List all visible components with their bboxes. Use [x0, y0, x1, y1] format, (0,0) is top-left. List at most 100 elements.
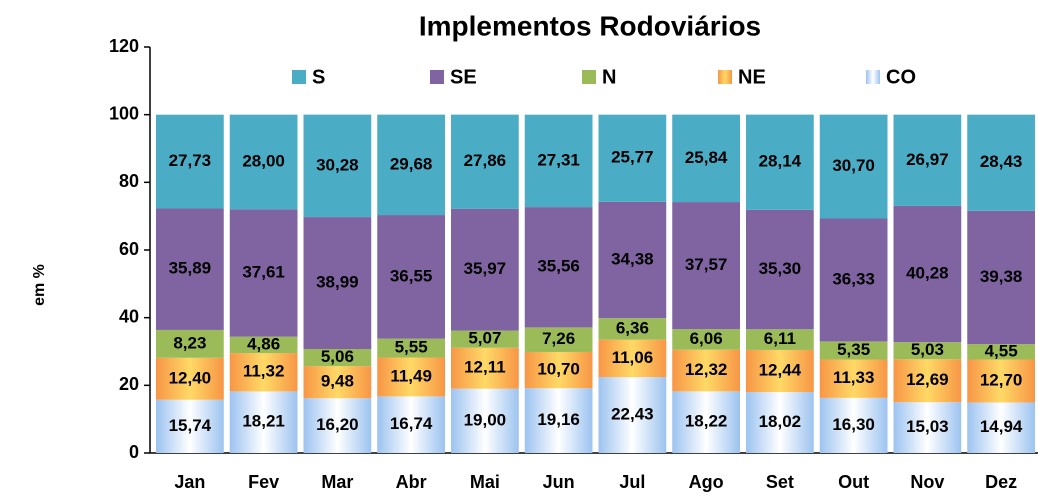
- data-label: 4,86: [247, 334, 280, 353]
- data-label: 5,35: [837, 340, 870, 359]
- bar-segment: [598, 339, 667, 378]
- bar-segment: [893, 205, 962, 343]
- data-label: 35,30: [759, 259, 802, 278]
- data-label: 37,57: [685, 255, 728, 274]
- bar-segment: [598, 318, 667, 340]
- bar-segment: [303, 217, 372, 349]
- data-label: 11,06: [612, 348, 654, 367]
- x-tick-label: Mar: [321, 472, 353, 492]
- bar-segment: [156, 208, 224, 330]
- data-label: 6,11: [764, 329, 796, 348]
- bar-segment: [967, 114, 1035, 211]
- bar-segment: [893, 342, 962, 360]
- x-tick-label: Jan: [174, 472, 205, 492]
- bar-segment: [893, 114, 962, 206]
- y-tick-label: 60: [119, 239, 139, 259]
- legend-swatch: [582, 70, 596, 84]
- bar-segment: [967, 359, 1035, 403]
- bar-segment: [377, 215, 445, 339]
- bar-segment: [746, 209, 814, 330]
- bar-segment: [451, 208, 519, 331]
- data-label: 16,74: [390, 414, 433, 433]
- data-label: 7,26: [542, 329, 575, 348]
- bar-segment: [451, 347, 519, 389]
- data-label: 16,20: [316, 415, 359, 434]
- bar-segment: [377, 338, 445, 358]
- data-label: 40,28: [906, 264, 949, 283]
- bar-segment: [377, 357, 445, 397]
- bar-segment: [598, 114, 667, 202]
- bar-segment: [229, 391, 298, 453]
- data-label: 27,31: [537, 150, 580, 169]
- x-tick-label: Dez: [985, 472, 1017, 492]
- x-tick-label: Ago: [689, 472, 724, 492]
- y-tick-label: 40: [119, 306, 139, 326]
- bar-segment: [303, 114, 372, 218]
- legend-label: NE: [738, 66, 766, 88]
- data-label: 36,55: [390, 266, 433, 285]
- bar-segment: [672, 329, 740, 350]
- legend-label: N: [602, 66, 616, 88]
- bar-segment: [967, 210, 1035, 345]
- data-label: 22,43: [611, 405, 654, 424]
- bar-segment: [303, 366, 372, 399]
- data-label: 15,74: [169, 416, 212, 435]
- data-label: 27,86: [464, 151, 507, 170]
- legend-swatch: [718, 70, 732, 84]
- legend-swatch: [866, 70, 880, 84]
- data-label: 5,07: [468, 329, 501, 348]
- data-label: 30,70: [832, 156, 875, 175]
- bar-segment: [524, 327, 593, 352]
- data-label: 10,70: [537, 360, 580, 379]
- bar-segment: [819, 359, 888, 398]
- data-label: 19,16: [537, 410, 580, 429]
- data-label: 26,97: [906, 150, 949, 169]
- data-label: 39,38: [980, 267, 1023, 286]
- bar-segment: [524, 388, 593, 453]
- data-label: 11,33: [833, 368, 875, 387]
- bar-segment: [451, 330, 519, 348]
- bar-segment: [967, 344, 1035, 360]
- bar-segment: [229, 114, 298, 210]
- data-label: 38,99: [316, 273, 359, 292]
- bar-segment: [229, 336, 298, 354]
- data-label: 9,48: [321, 372, 354, 391]
- bar-segment: [156, 357, 224, 400]
- data-label: 15,03: [906, 417, 949, 436]
- bar-segment: [229, 209, 298, 337]
- bar-segment: [156, 399, 224, 453]
- bar-segment: [524, 351, 593, 389]
- bar-segment: [451, 114, 519, 209]
- data-label: 18,02: [759, 412, 802, 431]
- data-label: 11,32: [243, 362, 285, 381]
- data-label: 34,38: [611, 249, 654, 268]
- bar-segment: [524, 114, 593, 208]
- data-label: 28,00: [242, 152, 285, 171]
- data-label: 25,84: [685, 148, 728, 167]
- data-label: 8,23: [173, 333, 206, 352]
- data-label: 5,55: [395, 338, 428, 357]
- data-label: 25,77: [611, 148, 654, 167]
- data-label: 12,69: [906, 370, 949, 389]
- x-tick-label: Abr: [396, 472, 427, 492]
- bar-segment: [377, 396, 445, 453]
- x-tick-label: Out: [838, 472, 869, 492]
- bar-segment: [672, 202, 740, 330]
- data-label: 35,56: [537, 257, 580, 276]
- data-label: 18,22: [685, 412, 728, 431]
- bar-segment: [819, 114, 888, 219]
- x-tick-label: Jul: [619, 472, 645, 492]
- data-label: 6,36: [616, 318, 649, 337]
- bar-segment: [893, 402, 962, 453]
- bar-segment: [377, 114, 445, 216]
- legend-label: SE: [450, 66, 477, 88]
- bar-segment: [746, 329, 814, 350]
- data-label: 19,00: [464, 410, 507, 429]
- x-tick-label: Jun: [543, 472, 575, 492]
- bar-segment: [451, 388, 519, 453]
- data-label: 27,73: [169, 151, 212, 170]
- x-tick-label: Mai: [470, 472, 500, 492]
- legend-label: CO: [886, 66, 916, 88]
- bar-segment: [967, 402, 1035, 453]
- bar-segment: [746, 349, 814, 393]
